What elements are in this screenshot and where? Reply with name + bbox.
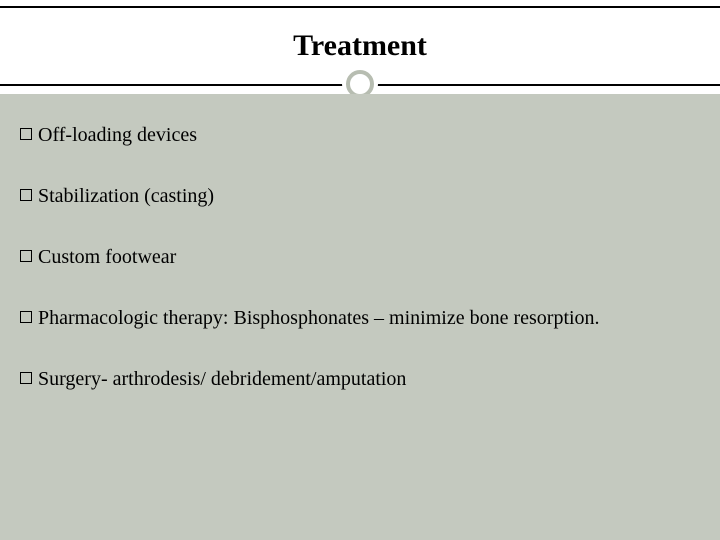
bullet-text: Pharmacologic therapy: Bisphosphonates –… — [38, 305, 700, 332]
list-item: Off-loading devices — [20, 122, 700, 149]
bullet-text: Custom footwear — [38, 244, 700, 271]
bullet-box-icon — [20, 250, 32, 262]
list-item: Stabilization (casting) — [20, 183, 700, 210]
list-item: Pharmacologic therapy: Bisphosphonates –… — [20, 305, 700, 332]
bullet-box-icon — [20, 128, 32, 140]
bullet-box-icon — [20, 311, 32, 323]
slide-body: Off-loading devices Stabilization (casti… — [0, 94, 720, 540]
list-item: Surgery- arthrodesis/ debridement/amputa… — [20, 366, 700, 393]
bullet-text: Stabilization (casting) — [38, 183, 700, 210]
bullet-box-icon — [20, 372, 32, 384]
bullet-text: Surgery- arthrodesis/ debridement/amputa… — [38, 366, 700, 393]
slide-title: Treatment — [293, 29, 427, 63]
slide: Treatment Off-loading devices Stabilizat… — [0, 6, 720, 540]
bullet-box-icon — [20, 189, 32, 201]
slide-header: Treatment — [0, 6, 720, 86]
bullet-text: Off-loading devices — [38, 122, 700, 149]
list-item: Custom footwear — [20, 244, 700, 271]
